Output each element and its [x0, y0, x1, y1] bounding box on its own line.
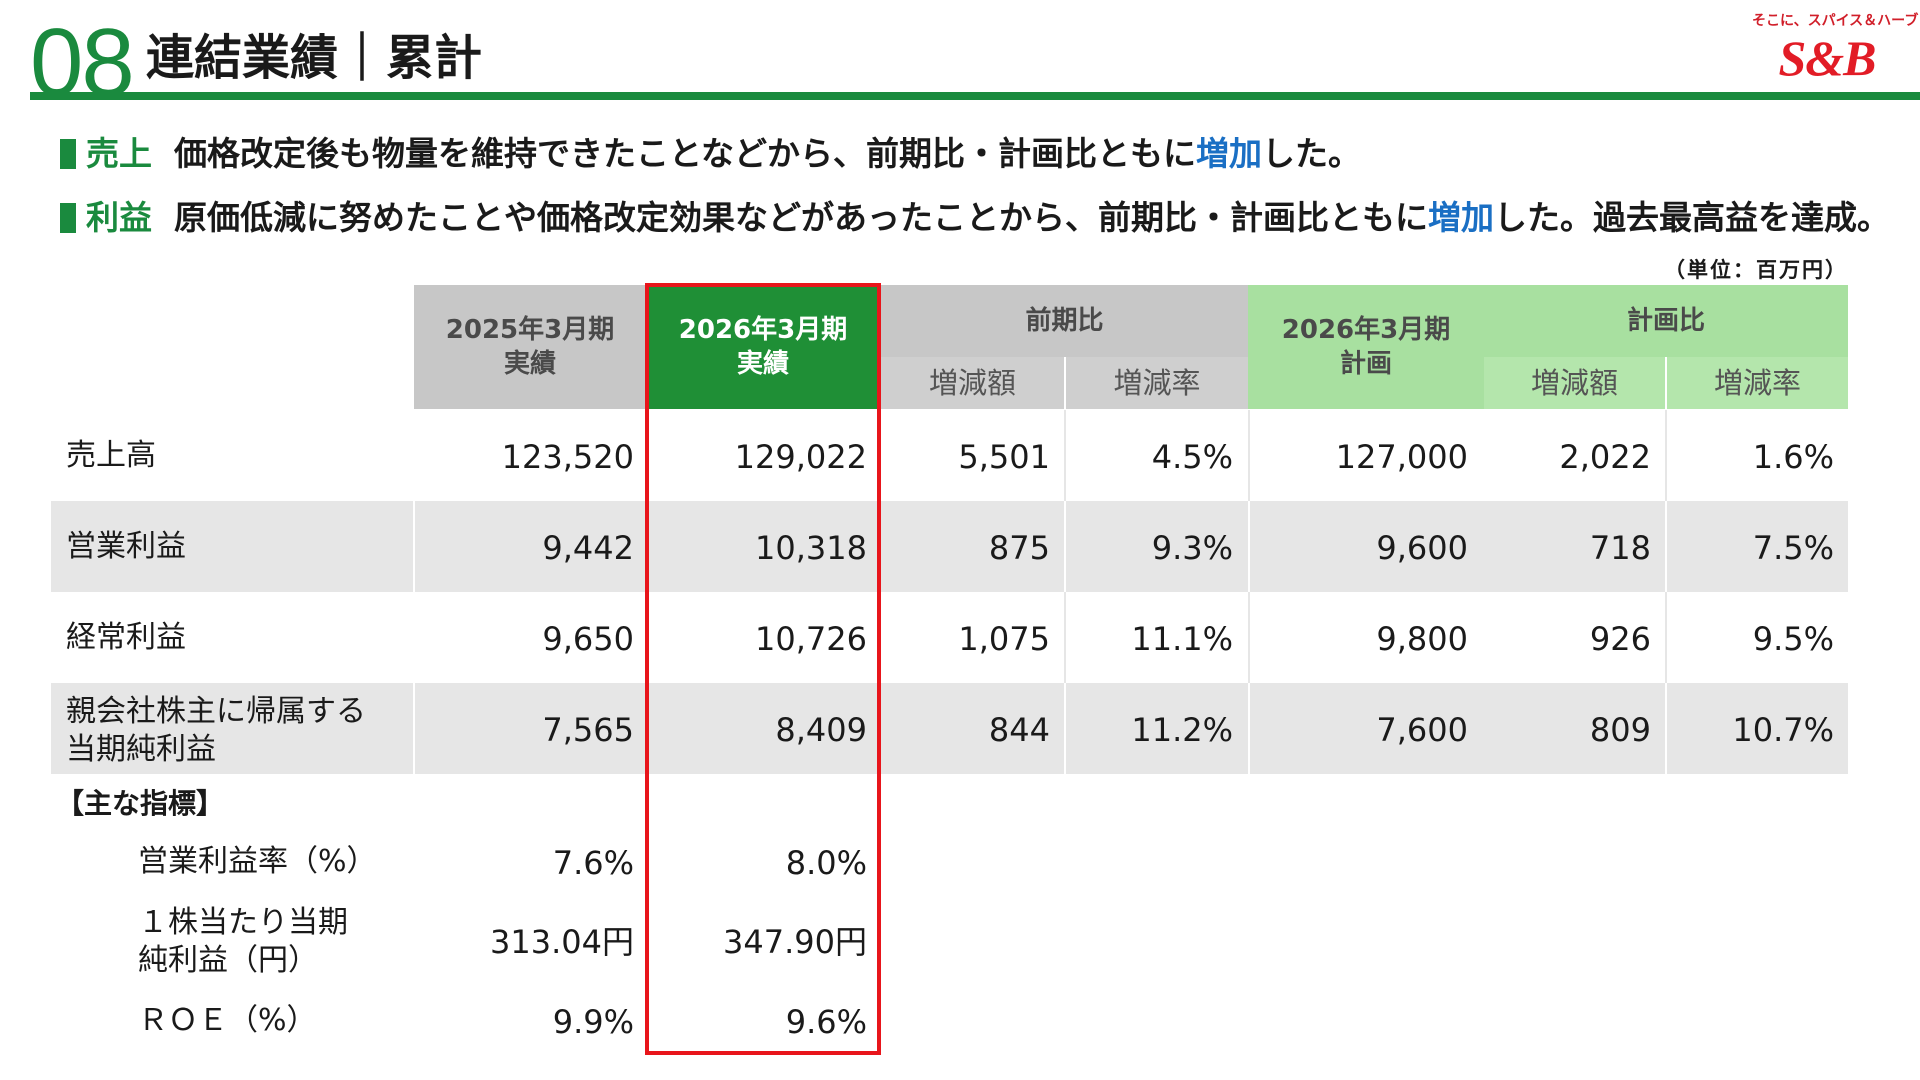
header-plan: 2026年3月期 計画: [1248, 285, 1484, 409]
cell-plan: 9,800: [1376, 620, 1468, 658]
header-yoy-rate: 増減率: [1066, 357, 1248, 409]
column-separator: [1248, 592, 1250, 683]
cell-plan-rate: 10.7%: [1732, 711, 1834, 749]
cell-prev: 7,565: [542, 711, 634, 749]
cell-yoy-amount: 844: [988, 711, 1050, 749]
cell-curr: 8,409: [775, 711, 867, 749]
kpi-label-line: 純利益（円）: [138, 943, 318, 978]
header-rule: [30, 92, 1920, 100]
column-separator: [1064, 410, 1066, 501]
column-separator: [1665, 592, 1667, 683]
cell-prev: 9,650: [542, 620, 634, 658]
header-curr-actual: 2026年3月期 実績: [646, 285, 880, 409]
kpi-curr: 8.0%: [785, 844, 867, 882]
kpi-label-operating-margin: 営業利益率（%）: [138, 844, 377, 879]
column-separator: [1064, 683, 1066, 774]
summary-text: 原価低減に努めたことや価格改定効果などがあったことから、前期比・計画比ともに: [174, 198, 1428, 237]
header-vs-plan: 計画比: [1484, 285, 1848, 357]
company-logo: そこに、スパイス＆ハーブ S&B: [1752, 10, 1919, 86]
column-separator: [1248, 683, 1250, 774]
header-line: 実績: [736, 349, 789, 379]
kpi-curr: 347.90円: [723, 923, 867, 961]
header-line: 計画: [1339, 349, 1392, 379]
unit-note: （単位：百万円）: [1664, 258, 1848, 282]
column-separator: [413, 501, 415, 592]
cell-plan-amount: 926: [1589, 620, 1651, 658]
cell-plan-amount: 809: [1589, 711, 1651, 749]
kpi-prev: 9.9%: [552, 1003, 634, 1041]
cell-plan-rate: 7.5%: [1752, 529, 1834, 567]
cell-curr: 10,318: [755, 529, 867, 567]
cell-yoy-rate: 4.5%: [1151, 438, 1233, 476]
cell-yoy-amount: 1,075: [958, 620, 1050, 658]
header-line: 2025年3月期: [445, 315, 615, 345]
summary-text: 価格改定後も物量を維持できたことなどから、前期比・計画比ともに: [174, 134, 1197, 173]
column-separator: [413, 683, 415, 774]
cell-plan-rate: 9.5%: [1752, 620, 1834, 658]
column-separator: [1665, 683, 1667, 774]
row-band: [51, 683, 1848, 774]
summary-sales: 売上 価格改定後も物量を維持できたことなどから、前期比・計画比ともに増加した。: [60, 132, 1361, 176]
summary-profit: 利益 原価低減に努めたことや価格改定効果などがあったことから、前期比・計画比ともに…: [60, 196, 1890, 240]
cell-yoy-amount: 5,501: [958, 438, 1050, 476]
row-label-line: 親会社株主に帰属する: [66, 694, 366, 729]
kpi-label-roe: ＲＯＥ（%）: [138, 1003, 317, 1038]
cell-prev: 9,442: [542, 529, 634, 567]
logo-mark: S&B: [1778, 30, 1876, 86]
column-separator: [1248, 410, 1250, 501]
summary-highlight: 増加: [1196, 134, 1263, 173]
logo-tagline: そこに、スパイス＆ハーブ: [1752, 13, 1919, 29]
header-yoy-amount: 増減額: [881, 357, 1064, 409]
summary-tag: 利益: [86, 198, 152, 237]
cell-plan: 9,600: [1376, 529, 1468, 567]
cell-plan: 7,600: [1376, 711, 1468, 749]
cell-yoy-rate: 9.3%: [1151, 529, 1233, 567]
kpi-label-eps: １株当たり当期 純利益（円）: [138, 904, 348, 980]
header-prev-actual: 2025年3月期 実績: [414, 285, 646, 409]
cell-plan-amount: 718: [1589, 529, 1651, 567]
row-label-net-sales: 売上高: [66, 438, 156, 473]
cell-plan-amount: 2,022: [1559, 438, 1651, 476]
header-yoy: 前期比: [881, 285, 1248, 357]
cell-curr: 10,726: [755, 620, 867, 658]
cell-yoy-rate: 11.2%: [1131, 711, 1233, 749]
column-separator: [1064, 501, 1066, 592]
column-separator: [1665, 410, 1667, 501]
summary-text-end: した。: [1262, 134, 1362, 173]
row-label-operating-profit: 営業利益: [66, 529, 186, 564]
header-line: 2026年3月期: [1281, 315, 1451, 345]
summary-tag: 売上: [86, 134, 152, 173]
row-band: [51, 501, 1848, 592]
column-separator: [1665, 501, 1667, 592]
kpi-heading: 【主な指標】: [56, 787, 225, 820]
row-label-net-income: 親会社株主に帰属する 当期純利益: [66, 693, 366, 769]
cell-plan-rate: 1.6%: [1752, 438, 1834, 476]
kpi-label-line: １株当たり当期: [138, 905, 348, 940]
cell-prev: 123,520: [501, 438, 634, 476]
kpi-prev: 7.6%: [552, 844, 634, 882]
column-separator: [1248, 501, 1250, 592]
slide-number: 08: [30, 9, 135, 116]
bullet-square-icon: [60, 203, 76, 233]
kpi-curr: 9.6%: [785, 1003, 867, 1041]
row-label-line: 当期純利益: [66, 732, 216, 767]
page-title: 連結業績｜累計: [146, 30, 483, 86]
cell-curr: 129,022: [734, 438, 867, 476]
bullet-square-icon: [60, 139, 76, 169]
header-plan-amount: 増減額: [1484, 357, 1665, 409]
summary-text-end: した。過去最高益を達成。: [1494, 198, 1890, 237]
header-plan-rate: 増減率: [1667, 357, 1848, 409]
column-separator: [1064, 592, 1066, 683]
header-line: 2026年3月期: [678, 315, 848, 345]
cell-plan: 127,000: [1335, 438, 1468, 476]
row-label-ordinary-profit: 経常利益: [66, 620, 186, 655]
cell-yoy-rate: 11.1%: [1131, 620, 1233, 658]
cell-yoy-amount: 875: [988, 529, 1050, 567]
kpi-prev: 313.04円: [490, 923, 634, 961]
summary-highlight: 増加: [1428, 198, 1494, 237]
header-line: 実績: [503, 349, 556, 379]
